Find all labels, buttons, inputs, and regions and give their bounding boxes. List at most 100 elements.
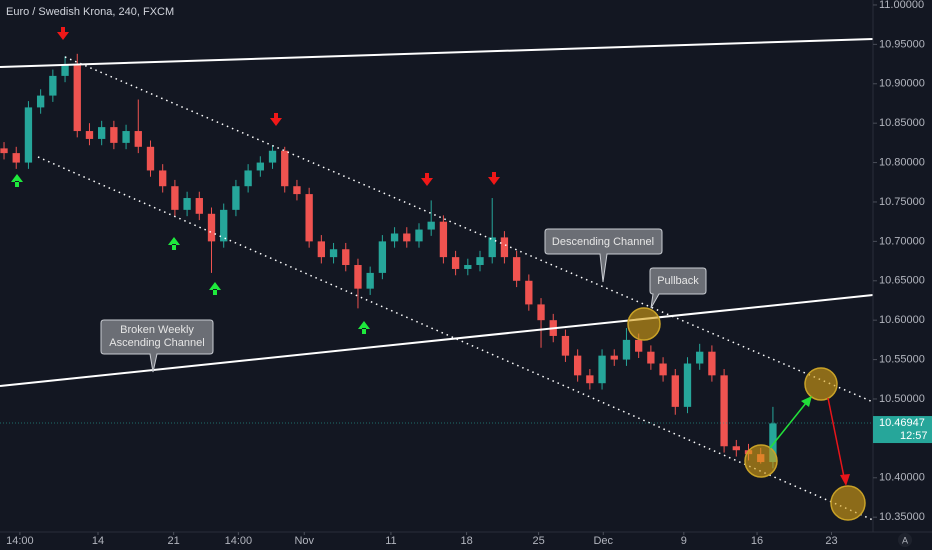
candle-body xyxy=(159,170,167,187)
up-arrow xyxy=(209,282,221,295)
auto-button[interactable] xyxy=(898,533,912,547)
x-tick-label: 18 xyxy=(460,535,472,547)
candle-body xyxy=(0,148,8,154)
candle-body xyxy=(305,194,313,242)
y-tick-label: 10.65000 xyxy=(879,275,925,287)
candle-body xyxy=(659,363,667,376)
candle-body xyxy=(390,233,399,242)
callout-box xyxy=(544,228,663,283)
up-arrow xyxy=(168,237,180,250)
x-tick-label: Dec xyxy=(593,535,613,547)
x-tick-label: 14 xyxy=(92,535,104,547)
candle-body xyxy=(415,229,423,242)
candle-body xyxy=(525,280,533,305)
down-arrow xyxy=(270,113,282,126)
annotation: Pullback xyxy=(657,275,699,287)
x-tick-label: 14:00 xyxy=(6,535,34,547)
candle-body xyxy=(769,423,777,463)
candle-body xyxy=(122,131,130,143)
y-tick-label: 10.70000 xyxy=(879,235,925,247)
candle-body xyxy=(378,241,387,273)
price-tag-box xyxy=(873,416,932,444)
highlight-circle xyxy=(744,444,778,478)
candle-body xyxy=(403,233,411,242)
down-arrow xyxy=(57,27,69,40)
candle-body xyxy=(512,257,521,281)
y-tick-label: 10.95000 xyxy=(879,38,925,50)
y-tick-label: 10.75000 xyxy=(879,196,925,208)
x-tick-label: 11 xyxy=(385,535,396,547)
x-tick-label: 9 xyxy=(681,535,687,547)
candle-body xyxy=(49,75,57,96)
candle-body xyxy=(610,355,618,360)
callout-box xyxy=(649,267,707,309)
candle-body xyxy=(73,64,81,132)
y-tick-label: 10.50000 xyxy=(879,393,925,405)
annotation: Descending Channel xyxy=(552,236,654,248)
candle-body xyxy=(220,209,228,242)
candle-body xyxy=(342,249,350,266)
x-tick-label: 21 xyxy=(168,535,180,547)
candle-body xyxy=(622,339,631,360)
candle-body xyxy=(256,162,264,171)
callouts: Descending Channel Pullback Broken Weekl… xyxy=(100,228,707,373)
up-arrow xyxy=(11,174,23,187)
candle-body xyxy=(85,131,94,139)
trend-line xyxy=(0,38,874,68)
last-price: 10.46947 xyxy=(879,417,925,429)
candle-body xyxy=(439,221,448,258)
candle-body xyxy=(293,186,301,195)
callout-box xyxy=(100,319,214,373)
candle-body xyxy=(720,375,728,447)
candle-body xyxy=(476,257,484,266)
candle-body xyxy=(500,237,509,258)
candle-body xyxy=(36,95,45,108)
candle-body xyxy=(207,213,216,242)
candle-body xyxy=(671,375,679,407)
candle-body xyxy=(183,198,191,210)
candle-body xyxy=(573,355,582,376)
candle-body xyxy=(98,127,106,139)
candle-body xyxy=(110,127,118,143)
circles xyxy=(627,307,866,521)
down-arrow xyxy=(421,173,433,186)
arrow-head xyxy=(840,474,850,486)
down-arrow xyxy=(488,172,500,185)
candle-body xyxy=(451,257,460,269)
x-tick-label: 23 xyxy=(825,535,837,547)
highlight-circle xyxy=(627,307,661,341)
chart-title: Euro / Swedish Krona, 240, FXCM xyxy=(6,6,174,18)
auto-button-label[interactable]: A xyxy=(902,535,908,545)
candle-body xyxy=(61,64,69,76)
trend-line xyxy=(0,294,874,387)
highlight-circle xyxy=(804,367,838,401)
candle-body xyxy=(134,131,142,147)
candle-body xyxy=(195,198,203,214)
x-tick-label: 25 xyxy=(532,535,544,547)
candle-body xyxy=(354,265,362,289)
y-tick-label: 10.85000 xyxy=(879,117,925,129)
candle-body xyxy=(598,355,606,384)
channel-line xyxy=(64,56,874,403)
arrow xyxy=(827,397,846,483)
axes: 11.00000 10.95000 10.90000 10.85000 10.80000… xyxy=(6,0,925,547)
candle-body xyxy=(146,146,155,171)
y-tick-label: 11.00000 xyxy=(879,0,924,11)
candle-body xyxy=(586,375,594,384)
candle-body xyxy=(708,351,716,376)
candle-body xyxy=(232,186,240,210)
candle-body xyxy=(683,363,692,407)
candle-body xyxy=(427,221,435,230)
drawings xyxy=(0,38,874,521)
candle-body xyxy=(24,107,33,163)
candle-body xyxy=(488,237,496,258)
candle-body xyxy=(647,351,655,364)
y-tick-label: 10.40000 xyxy=(879,472,925,484)
candle-body xyxy=(268,150,277,163)
x-tick-label: 14:00 xyxy=(225,535,253,547)
candle-body xyxy=(366,272,374,289)
signal-arrows xyxy=(11,27,500,334)
